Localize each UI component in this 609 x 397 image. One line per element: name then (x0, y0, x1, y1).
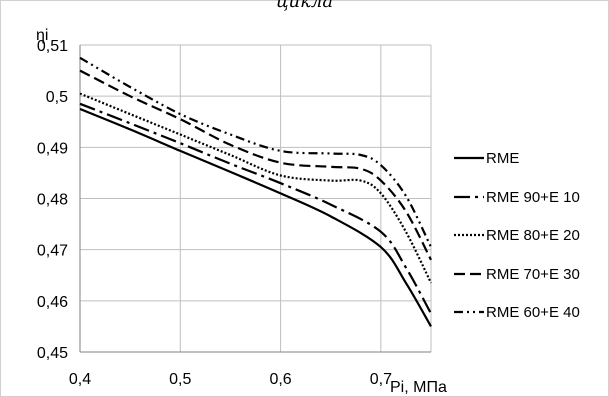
x-tick-label: 0,6 (269, 371, 291, 388)
gridlines (79, 44, 432, 353)
series-line-3 (79, 92, 432, 284)
series-line-2 (79, 102, 432, 315)
y-tick-label: 0,45 (37, 345, 68, 362)
legend-label-5: RME 60+E 40 (486, 304, 580, 321)
series-line-1 (79, 107, 432, 327)
series-line-4 (79, 69, 432, 261)
tick-labels: 0,45 0,46 0,47 0,48 0,49 0,5 0,51 0,4 0,5 0,6 0,7 (37, 38, 392, 388)
series-line-5 (79, 56, 432, 248)
chart-title: цикла (275, 0, 334, 12)
x-tick-label: 0,7 (370, 371, 392, 388)
y-tick-label: 0,46 (37, 294, 68, 311)
legend-label-2: RME 90+E 10 (486, 189, 580, 206)
y-tick-label: 0,49 (37, 140, 68, 157)
legend-label-4: RME 70+E 30 (486, 266, 580, 283)
series-lines (79, 56, 432, 327)
x-axis-label: Pi, МПа (390, 379, 447, 396)
y-tick-label: 0,5 (46, 89, 68, 106)
y-tick-label: 0,48 (37, 192, 68, 209)
axes (79, 45, 431, 353)
y-axis-label: ηi (36, 27, 48, 44)
x-tick-label: 0,5 (169, 371, 191, 388)
legend-label-3: RME 80+E 20 (486, 227, 580, 244)
y-tick-label: 0,51 (37, 38, 68, 55)
y-tick-label: 0,47 (37, 243, 68, 260)
legend-label-1: RME (486, 150, 519, 167)
legend: RME RME 90+E 10 RME 80+E 20 RME 70+E 30 RME … (454, 150, 580, 321)
x-tick-label: 0,4 (69, 371, 91, 388)
